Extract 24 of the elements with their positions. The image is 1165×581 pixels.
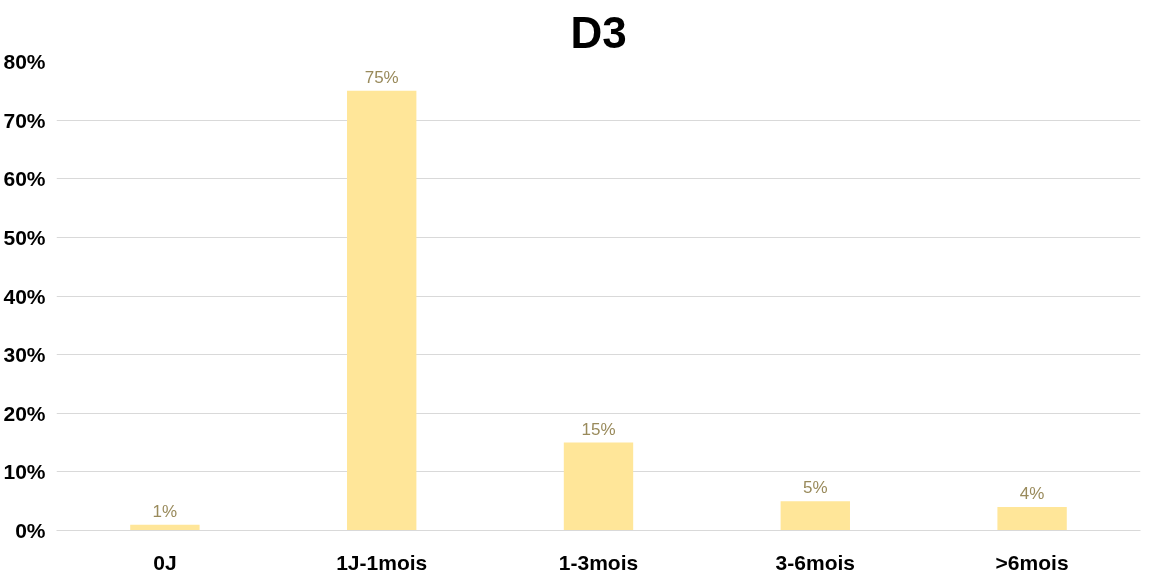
x-tick-label: 0J [153,550,177,574]
data-label: 4% [1019,484,1045,504]
y-tick-label: 80% [3,50,46,73]
y-tick-label: 50% [3,225,46,249]
x-tick-label: 3-6mois [775,550,855,574]
bar [563,442,634,531]
bar [997,507,1067,531]
data-label: 75% [364,67,399,87]
bar [780,501,850,531]
bar [347,90,417,531]
y-tick-label: 20% [3,401,46,425]
y-tick-label: 0% [15,519,46,542]
data-label: 15% [581,419,616,439]
x-tick-label: >6mois [995,550,1069,574]
x-tick-label: 1-3mois [558,550,639,574]
x-tick-label: 1J-1mois [336,550,428,574]
data-label: 5% [803,478,828,498]
y-tick-label: 30% [3,343,46,367]
y-tick-label: 40% [3,284,46,308]
chart-title: D3 [570,7,627,57]
y-tick-label: 70% [3,108,46,132]
data-label: 1% [152,501,178,521]
y-tick-label: 10% [3,460,46,484]
y-tick-label: 60% [3,167,46,191]
